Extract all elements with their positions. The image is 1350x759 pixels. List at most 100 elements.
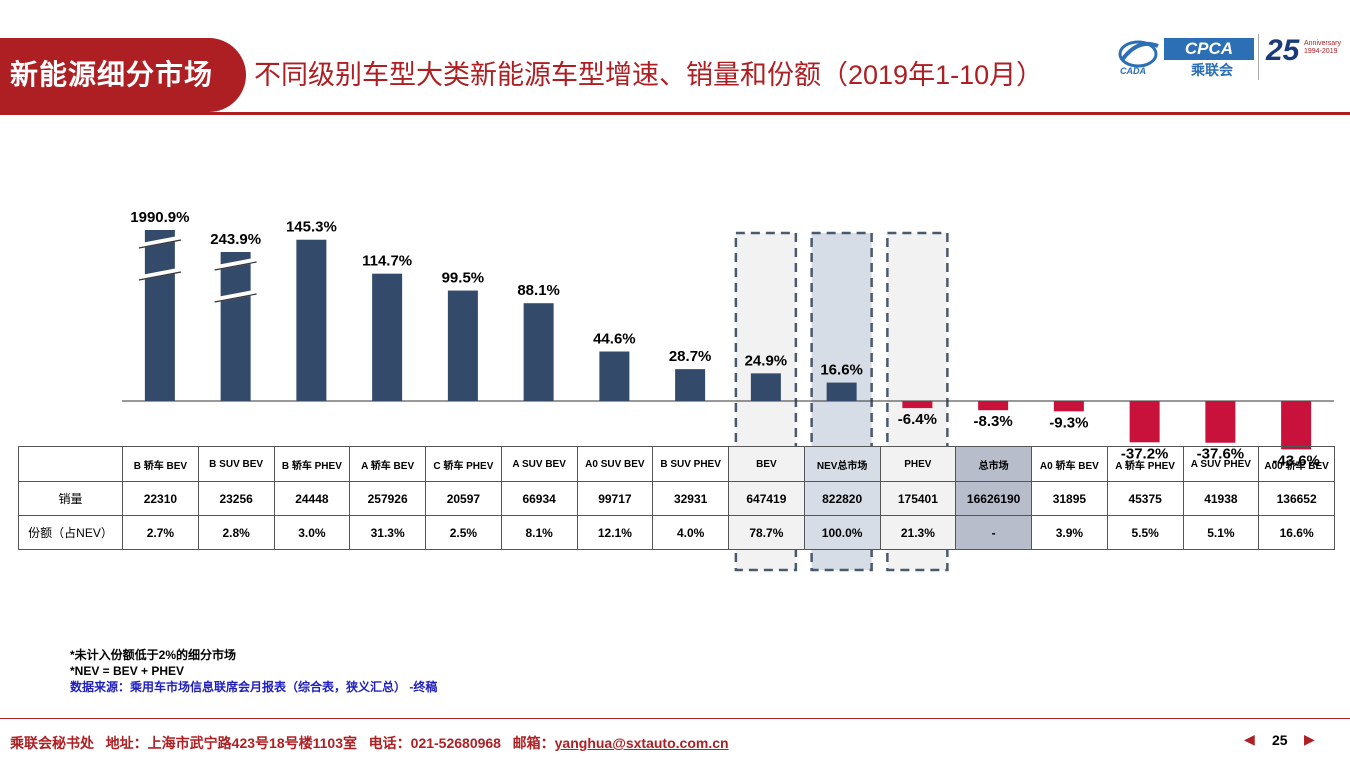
axis-break-mark <box>138 267 182 281</box>
axis-break-mark <box>138 239 181 249</box>
sales-cell: 66934 <box>500 481 578 516</box>
bar <box>675 369 706 401</box>
sales-cell: 257926 <box>349 481 426 516</box>
data-label: -8.3% <box>974 413 1013 430</box>
axis-break-mark <box>214 261 257 271</box>
bar <box>447 290 478 401</box>
share-cell: 2.7% <box>122 515 199 550</box>
footnotes: *未计入份额低于2%的细分市场 *NEV = BEV + PHEV 数据来源：乘… <box>70 647 437 695</box>
sales-cell: 31895 <box>1031 481 1108 516</box>
slide-header: 新能源细分市场 不同级别车型大类新能源车型增速、销量和份额（2019年1-10月… <box>0 38 1350 115</box>
category-header: B 轿车 PHEV <box>273 446 351 482</box>
sales-cell: 175401 <box>879 481 957 516</box>
sales-share-table: B 轿车 BEV B SUV BEV B 轿车 PHEV A 轿车 BEV C 轿车 P… <box>18 446 1335 550</box>
footer-email-label: 邮箱： <box>512 735 555 751</box>
sales-cell: 23256 <box>197 481 275 516</box>
footnote-1: *未计入份额低于2%的细分市场 <box>70 648 237 662</box>
bar <box>1129 401 1160 443</box>
category-header: A00 轿车 BEV <box>1258 446 1335 482</box>
share-cell: 2.5% <box>425 515 502 550</box>
sales-cell: 136652 <box>1258 481 1335 516</box>
page-number: 25 <box>1272 732 1288 748</box>
share-cell: 3.9% <box>1031 515 1108 550</box>
bar <box>296 239 327 401</box>
data-label: 99.5% <box>442 270 485 287</box>
category-header: A0 轿车 BEV <box>1031 446 1108 482</box>
sales-cell: 45375 <box>1106 481 1184 516</box>
footer-email-link[interactable]: yanghua@sxtauto.com.cn <box>554 735 729 751</box>
anniversary-logo: 25 <box>1266 34 1300 67</box>
data-source: 数据来源：乘用车市场信息联席会月报表（综合表，狭义汇总） -终稿 <box>70 680 438 694</box>
bar <box>978 401 1009 411</box>
data-label: 243.9% <box>210 231 261 248</box>
category-header: PHEV <box>879 446 957 482</box>
share-cell: 12.1% <box>576 515 654 550</box>
share-cell: 78.7% <box>728 515 805 550</box>
share-cell: 8.1% <box>500 515 578 550</box>
sales-cell: 16626190 <box>955 481 1032 516</box>
share-cell: 16.6% <box>1258 515 1335 550</box>
bar <box>372 273 403 401</box>
bar <box>144 230 175 401</box>
svg-text:CADA: CADA <box>1120 66 1146 76</box>
slide-subtitle: 不同级别车型大类新能源车型增速、销量和份额（2019年1-10月） <box>254 60 1044 90</box>
data-label: 44.6% <box>593 330 636 347</box>
section-title: 新能源细分市场 <box>0 38 246 112</box>
prev-page-icon[interactable]: ◀ <box>1244 731 1255 747</box>
share-cell: 4.0% <box>652 515 729 550</box>
logo-separator <box>1258 34 1259 80</box>
data-label: 114.7% <box>362 253 412 270</box>
share-cell: 21.3% <box>879 515 957 550</box>
cpca-logo-cn: 乘联会 <box>1191 62 1233 78</box>
row-label-sales: 销量 <box>18 481 123 516</box>
bar <box>826 382 857 401</box>
data-label: 145.3% <box>286 219 337 236</box>
logo-group: CADA CPCA 乘联会 25 Anniversary 1994-2019 <box>1110 34 1350 82</box>
category-header: NEV总市场 <box>803 446 881 482</box>
next-page-icon[interactable]: ▶ <box>1304 731 1315 747</box>
cada-logo-icon: CADA <box>1118 40 1159 76</box>
footer-divider <box>0 718 1350 719</box>
sales-cell: 822820 <box>803 481 881 516</box>
data-label: 28.7% <box>669 348 712 365</box>
sales-cell: 99717 <box>576 481 654 516</box>
bar <box>220 252 251 401</box>
sales-cell: 24448 <box>273 481 351 516</box>
cpca-logo: CPCA <box>1164 38 1254 60</box>
category-header: A0 SUV BEV <box>576 446 654 482</box>
footnote-2: *NEV = BEV + PHEV <box>70 664 185 678</box>
bar <box>902 401 933 409</box>
header-divider <box>0 112 1350 115</box>
table-row-sales: 销量 22310 23256 24448 257926 20597 66934 99717 32… <box>18 481 1335 516</box>
share-cell: 2.8% <box>197 515 275 550</box>
data-label: 16.6% <box>820 362 863 379</box>
table-row-share: 份额（占NEV） 2.7% 2.8% 3.0% 31.3% 2.5% 8.1% 12.1% 4.… <box>18 515 1335 550</box>
share-cell: 5.5% <box>1106 515 1184 550</box>
share-cell: - <box>955 515 1032 550</box>
bar <box>1205 401 1236 443</box>
data-label: 1990.9% <box>130 209 189 226</box>
share-cell: 100.0% <box>803 515 881 550</box>
bar <box>750 373 781 401</box>
category-header: A 轿车 BEV <box>349 446 426 482</box>
data-label: 24.9% <box>745 352 788 369</box>
sales-cell: 20597 <box>425 481 502 516</box>
sales-cell: 647419 <box>728 481 805 516</box>
anniversary-text: Anniversary 1994-2019 <box>1304 40 1341 55</box>
axis-break-mark <box>214 257 258 271</box>
bar <box>1281 401 1312 450</box>
row-label-share: 份额（占NEV） <box>18 515 123 550</box>
axis-break-mark <box>138 271 181 281</box>
bar <box>1053 401 1084 412</box>
share-cell: 3.0% <box>273 515 351 550</box>
category-header: C 轿车 PHEV <box>425 446 502 482</box>
share-cell: 5.1% <box>1182 515 1260 550</box>
data-label: -6.4% <box>898 411 937 428</box>
axis-break-mark <box>214 289 258 303</box>
footer-address: 地址：上海市武宁路423号18号楼1103室 <box>105 735 357 751</box>
page-navigator: ◀ 25 ▶ <box>1244 731 1324 751</box>
table-header-row: B 轿车 BEV B SUV BEV B 轿车 PHEV A 轿车 BEV C 轿车 P… <box>18 446 1335 482</box>
share-cell: 31.3% <box>349 515 426 550</box>
bar <box>599 351 630 401</box>
footer-phone: 电话：021-52680968 <box>368 735 501 751</box>
